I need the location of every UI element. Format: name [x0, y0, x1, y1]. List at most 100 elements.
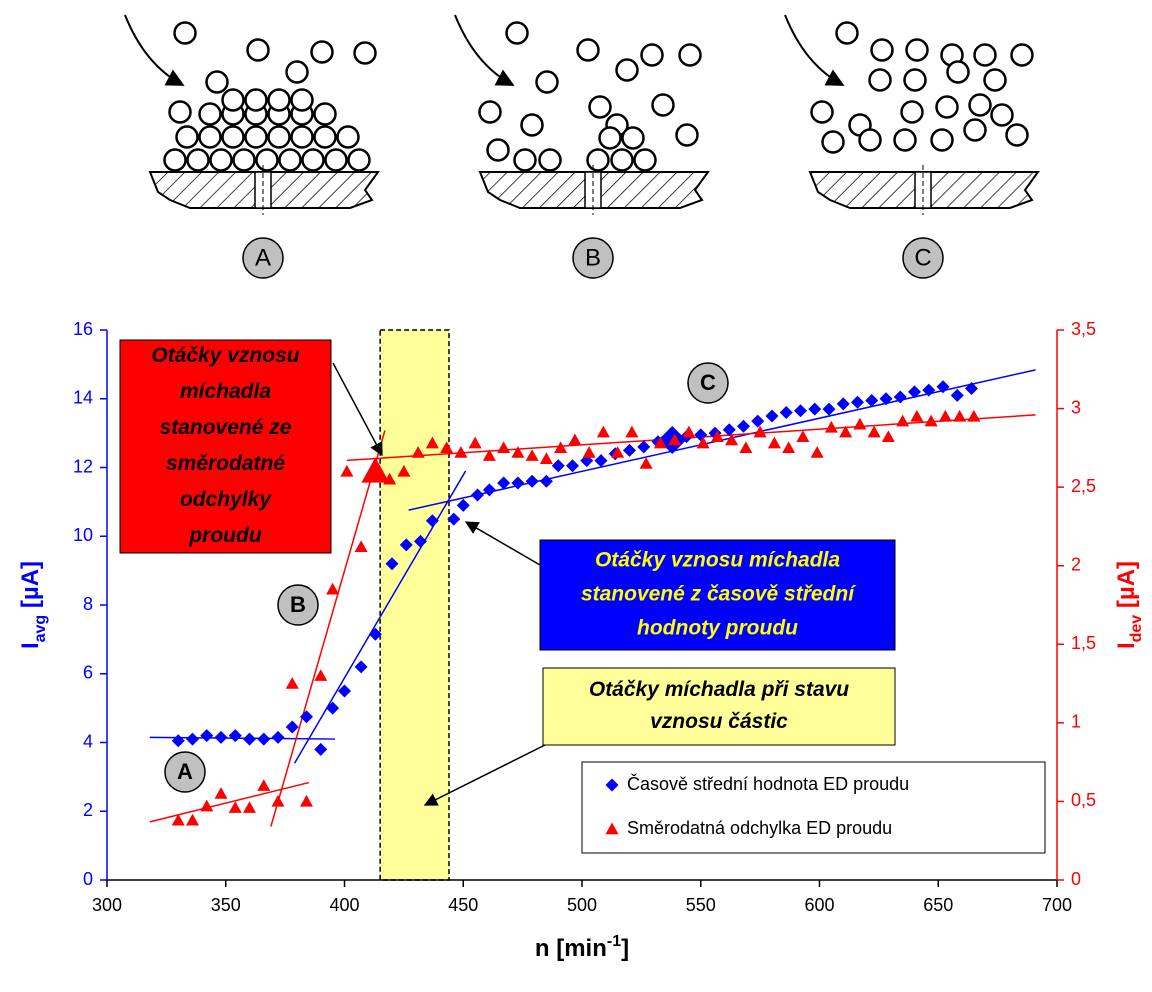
- triangle-marker: [682, 426, 695, 438]
- triangle-marker: [882, 430, 895, 442]
- diamond-marker: [880, 392, 893, 405]
- particle: [590, 97, 611, 118]
- particle: [540, 150, 561, 171]
- y-axis-title: Iavg [µA]: [17, 561, 48, 649]
- y-tick-label: 2: [83, 800, 93, 820]
- annotation-text: stanovené z časově střední: [581, 583, 857, 606]
- y2-tick-label: 0,5: [1071, 790, 1096, 810]
- particle: [902, 102, 923, 123]
- particle: [1012, 45, 1033, 66]
- annotation-arrow: [333, 363, 382, 455]
- triangle-marker: [868, 426, 881, 438]
- legend-label: Časově střední hodnota ED proudu: [627, 773, 909, 794]
- triangle-marker: [469, 437, 482, 449]
- diagram-panel: B: [455, 15, 708, 278]
- particle: [170, 102, 191, 123]
- particle: [642, 45, 663, 66]
- particle: [507, 23, 528, 44]
- diagrams: ABC: [125, 15, 1038, 278]
- particle: [905, 70, 926, 91]
- y2-axis-title: Idev [µA]: [1113, 561, 1144, 649]
- particle: [248, 40, 269, 61]
- triangle-marker: [825, 421, 838, 433]
- triangle-marker: [511, 446, 524, 458]
- triangle-marker: [953, 410, 966, 422]
- diamond-marker: [314, 743, 327, 756]
- triangle-marker: [896, 415, 909, 427]
- particle: [872, 40, 893, 61]
- diamond-marker: [186, 733, 199, 746]
- particle: [338, 127, 359, 148]
- axis-title-sup: -1: [607, 933, 621, 950]
- particle: [246, 90, 267, 111]
- diamond-marker: [566, 459, 579, 472]
- triangle-marker: [300, 795, 313, 807]
- particle: [985, 70, 1006, 91]
- particle: [211, 150, 232, 171]
- triangle-marker: [200, 800, 213, 812]
- triangle-marker: [853, 418, 866, 430]
- diamond-marker: [623, 444, 636, 457]
- triangle-marker: [939, 410, 952, 422]
- diamond-marker: [172, 734, 185, 747]
- particle: [932, 130, 953, 151]
- y2-tick-label: 3,5: [1071, 319, 1096, 339]
- triangle-marker: [186, 814, 199, 826]
- particle: [653, 95, 674, 116]
- particle: [315, 104, 336, 125]
- particle: [175, 23, 196, 44]
- diagram-label: B: [585, 244, 601, 271]
- annotation-box: [120, 340, 331, 553]
- x-tick-label: 650: [923, 895, 953, 915]
- triangle-marker: [272, 795, 285, 807]
- x-tick-label: 700: [1042, 895, 1072, 915]
- particle: [970, 95, 991, 116]
- particle: [812, 102, 833, 123]
- flow-arrow: [785, 15, 843, 85]
- triangle-marker: [540, 452, 553, 464]
- y2-tick-label: 1,5: [1071, 633, 1096, 653]
- particle: [200, 127, 221, 148]
- triangle-marker: [925, 415, 938, 427]
- particle: [349, 150, 370, 171]
- particle: [600, 128, 621, 149]
- particle: [515, 150, 536, 171]
- diamond-marker: [552, 459, 565, 472]
- particle: [948, 62, 969, 83]
- particle: [200, 104, 221, 125]
- diamond-marker: [780, 406, 793, 419]
- diamond-marker: [694, 428, 707, 441]
- diamond-marker: [215, 731, 228, 744]
- triangle-marker: [355, 540, 368, 552]
- particle: [269, 90, 290, 111]
- region-label: A: [177, 759, 193, 784]
- y-tick-label: 8: [83, 594, 93, 614]
- triangle-marker: [754, 426, 767, 438]
- particle: [937, 97, 958, 118]
- triangle-marker: [229, 801, 242, 813]
- particle: [975, 45, 996, 66]
- diamond-marker: [471, 489, 484, 502]
- particle: [1007, 125, 1028, 146]
- triangle-marker: [597, 426, 610, 438]
- x-axis-title: n [min-1]: [535, 933, 629, 963]
- x-tick-label: 450: [448, 895, 478, 915]
- annotation-text: proudu: [188, 524, 261, 547]
- legend-label: Směrodatná odchylka ED proudu: [627, 818, 892, 838]
- particle: [292, 90, 313, 111]
- diagram-panel: C: [785, 15, 1038, 278]
- particle: [280, 150, 301, 171]
- particle: [895, 130, 916, 151]
- annotation-text: míchadla: [180, 380, 271, 403]
- particle: [488, 140, 509, 161]
- particle: [612, 150, 633, 171]
- x-tick-label: 550: [686, 895, 716, 915]
- triangle-marker: [497, 441, 510, 453]
- particle: [860, 130, 881, 151]
- axis-title-sub: dev: [1128, 615, 1145, 643]
- annotation-text: Otáčky vznosu: [151, 344, 299, 367]
- diagram-label: C: [914, 244, 931, 271]
- y-tick-label: 12: [73, 456, 93, 476]
- y-tick-label: 14: [73, 388, 93, 408]
- triangle-marker: [782, 441, 795, 453]
